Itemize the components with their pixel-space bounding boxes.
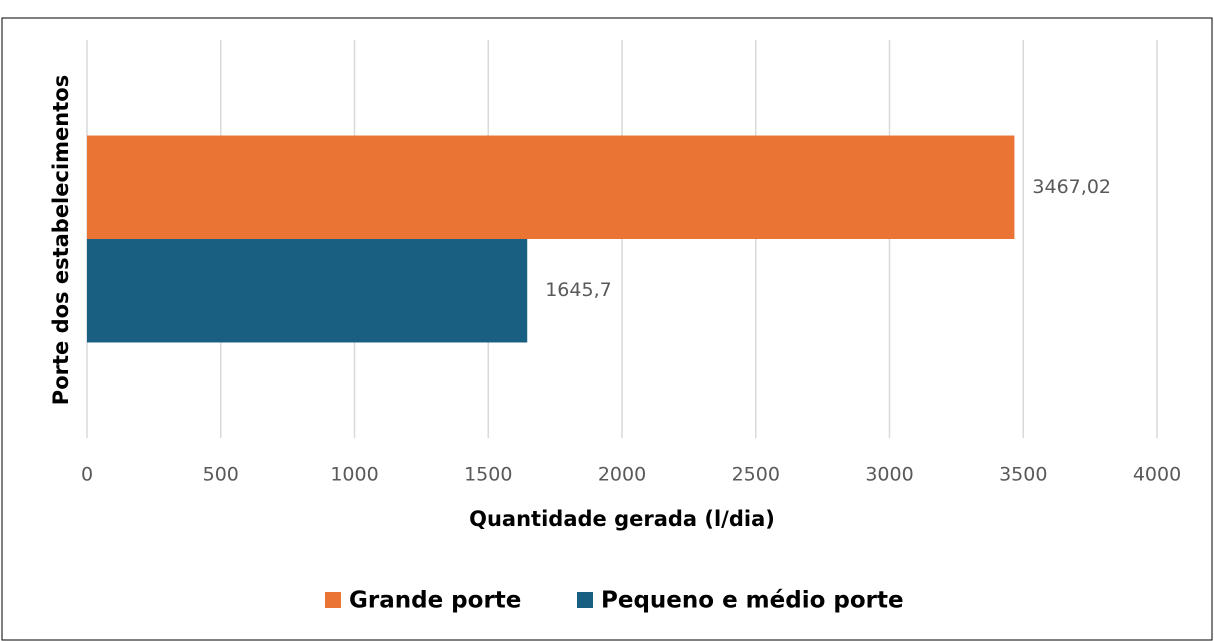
legend-swatch	[325, 592, 341, 608]
bar	[87, 135, 1015, 239]
x-tick-label: 2500	[732, 464, 780, 486]
data-label: 1645,7	[545, 279, 611, 301]
legend-label: Pequeno e médio porte	[601, 588, 904, 614]
x-tick-label: 0	[81, 464, 93, 486]
legend-label: Grande porte	[349, 588, 521, 614]
data-label: 3467,02	[1032, 176, 1111, 198]
x-tick-label: 1000	[330, 464, 378, 486]
x-tick-label: 1500	[464, 464, 512, 486]
x-axis-label: Quantidade gerada (l/dia)	[469, 507, 775, 531]
chart-border	[1, 17, 1213, 641]
x-tick-label: 3500	[999, 464, 1047, 486]
x-tick-label: 3000	[865, 464, 913, 486]
x-tick-label: 4000	[1133, 464, 1181, 486]
x-tick-label: 2000	[598, 464, 646, 486]
legend-swatch	[577, 592, 593, 608]
y-axis-label: Porte dos estabelecimentos	[49, 75, 73, 405]
x-tick-label: 500	[203, 464, 239, 486]
bar	[87, 239, 528, 343]
